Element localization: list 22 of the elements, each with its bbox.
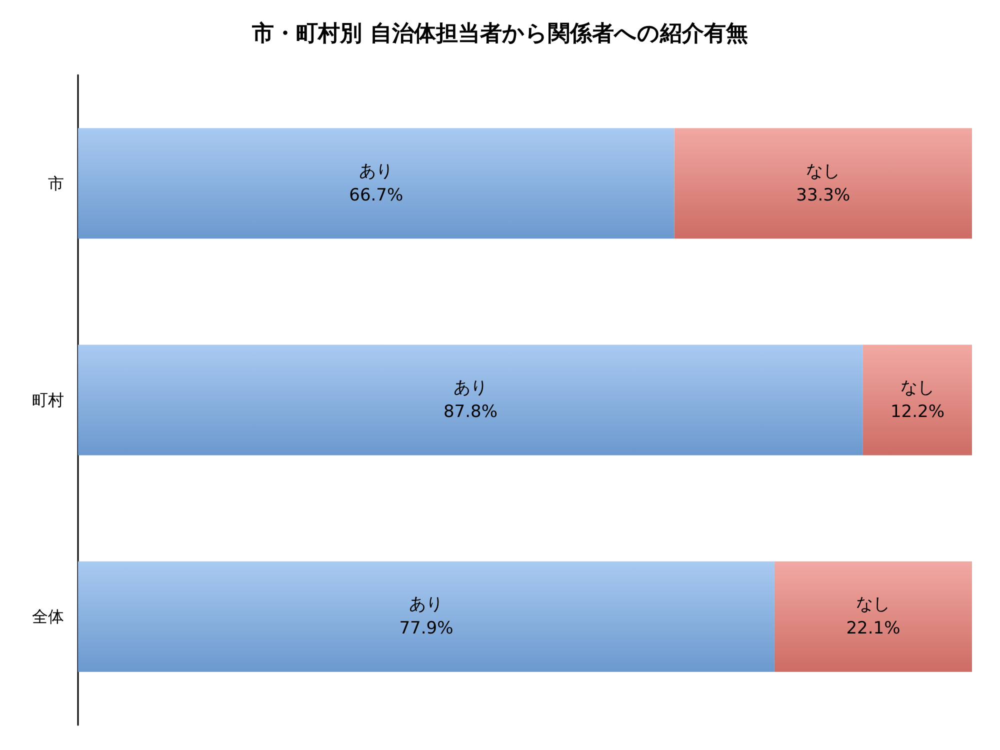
data-label: 12.2% bbox=[890, 402, 944, 422]
text: なし bbox=[856, 594, 890, 615]
data-label: 66.7% bbox=[349, 185, 404, 206]
y-tick-label: 全体 bbox=[32, 607, 64, 626]
y-tick-label: 市 bbox=[48, 174, 64, 193]
bar bbox=[78, 128, 674, 239]
bar bbox=[862, 344, 972, 456]
data-label: 77.9% bbox=[399, 618, 454, 639]
series-label: なし bbox=[806, 161, 840, 182]
chart-title: 市・町村別 自治体担当者から関係者への紹介有無 bbox=[251, 20, 748, 46]
text: なし bbox=[900, 378, 934, 398]
text: あり bbox=[453, 378, 488, 398]
bar bbox=[774, 561, 972, 672]
bar bbox=[78, 561, 774, 672]
bar bbox=[78, 344, 863, 456]
data-label: 33.3% bbox=[796, 185, 850, 206]
text: あり bbox=[409, 594, 444, 615]
bar bbox=[674, 128, 972, 239]
y-tick-label: 町村 bbox=[32, 390, 64, 410]
data-label: 22.1% bbox=[846, 618, 900, 639]
series-label: あり bbox=[359, 161, 394, 182]
data-label: 87.8% bbox=[443, 402, 498, 422]
